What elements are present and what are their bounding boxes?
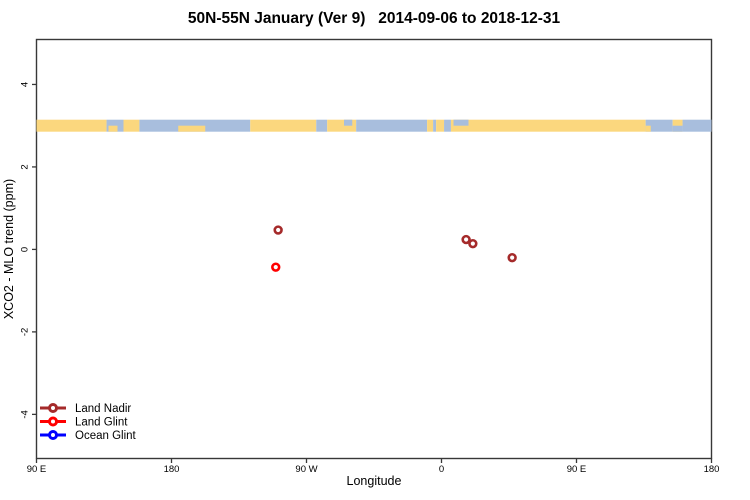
map-band-segment-land — [36, 119, 107, 132]
y-axis: -4 -2 0 2 4 — [20, 82, 37, 419]
map-band — [36, 119, 712, 132]
legend-marker-circle — [48, 430, 58, 440]
map-band-patch-ocean — [672, 125, 683, 132]
map-band-segment-land — [427, 119, 434, 132]
x-tick-label: 180 — [164, 464, 180, 475]
y-tick-label: 0 — [20, 247, 31, 252]
map-band-segment-land — [672, 119, 683, 132]
data-point-land-nadir — [273, 225, 283, 235]
x-tick-label: 90 E — [567, 464, 587, 475]
legend-label: Land Glint — [75, 417, 128, 429]
map-band-segment-ocean — [316, 119, 328, 132]
plot-frame — [35, 38, 713, 460]
map-band-patch-ocean — [344, 119, 353, 126]
map-band-patch-land — [178, 125, 206, 132]
legend-marker-circle — [48, 416, 58, 427]
legend-item-ocean-glint: Ocean Glint — [40, 430, 137, 442]
map-band-segment-land — [250, 119, 317, 132]
data-point-land-nadir — [507, 252, 517, 263]
data-point-land-glint — [271, 262, 281, 272]
x-tick-label: 0 — [439, 464, 444, 475]
legend-item-land-glint: Land Glint — [40, 416, 128, 429]
data-point-land-nadir — [468, 238, 478, 249]
y-tick-label: -2 — [20, 328, 31, 336]
map-band-segment-ocean — [356, 119, 428, 132]
legend-label: Ocean Glint — [75, 430, 137, 442]
x-tick-label: 90 E — [27, 464, 47, 475]
legend-label: Land Nadir — [75, 403, 131, 415]
data-point-land-nadir — [461, 234, 471, 245]
map-band-segment-ocean — [106, 119, 124, 132]
y-axis-title: XCO2 - MLO trend (ppm) — [2, 179, 16, 319]
map-band-segment-ocean — [444, 119, 451, 132]
map-band-segment-land — [450, 119, 646, 132]
x-axis: 90 E 180 90 W 0 90 E 180 — [27, 458, 720, 475]
x-axis-title: Longitude — [347, 474, 402, 488]
map-band-segment-ocean — [682, 119, 712, 132]
x-tick-label: 90 W — [295, 464, 317, 475]
x-tick-label: 180 — [704, 464, 720, 475]
map-band-patch-ocean — [453, 119, 469, 126]
map-band-segment-ocean — [645, 119, 673, 132]
map-band-segment-ocean — [433, 119, 437, 132]
y-tick-label: 2 — [20, 164, 31, 169]
y-tick-label: -4 — [20, 410, 31, 418]
legend: Land Nadir Land Glint Ocean Glint — [40, 403, 137, 442]
map-band-segment-ocean — [139, 119, 251, 132]
data-points — [271, 225, 517, 272]
map-band-segment-land — [327, 119, 357, 132]
map-band-segment-land — [436, 119, 445, 132]
chart-title: 50N-55N January (Ver 9) 2014-09-06 to 20… — [187, 10, 561, 27]
legend-item-land-nadir: Land Nadir — [40, 403, 131, 415]
map-band-patch-land — [108, 125, 118, 132]
y-tick-label: 4 — [20, 82, 31, 87]
legend-marker-circle — [48, 403, 58, 413]
map-band-segment-land — [123, 119, 140, 132]
map-band-patch-land — [645, 125, 651, 132]
